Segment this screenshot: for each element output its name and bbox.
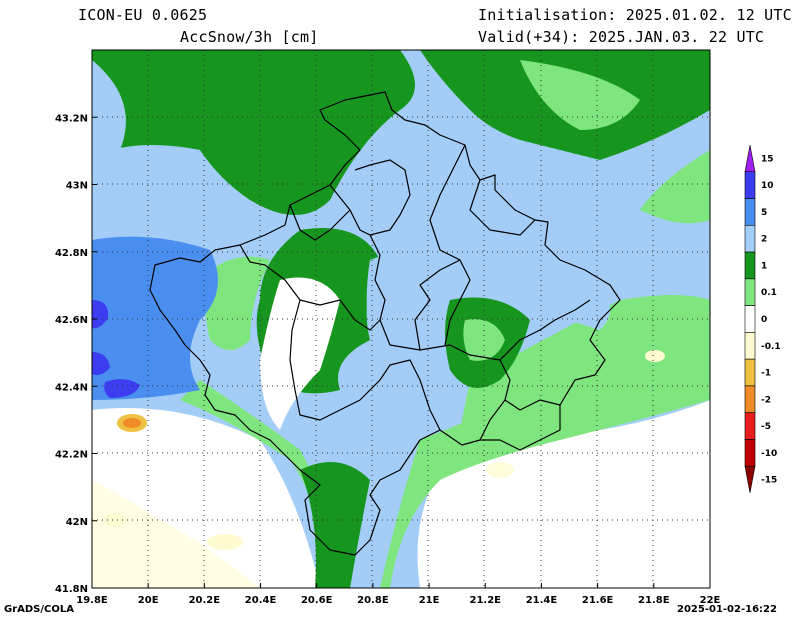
field-green-south [300, 462, 370, 588]
field-green-nw [92, 50, 415, 215]
lon-tick-label: 21E [419, 595, 440, 606]
valid-time: Valid(+34): 2025.JAN.03. 22 UTC [478, 28, 765, 46]
colorbar-swatch [744, 225, 756, 253]
colorbar-swatch [744, 278, 756, 306]
field-neg-small-d [486, 462, 514, 478]
border-internal-h [479, 399, 506, 441]
lon-tick-label: 19.8E [76, 595, 108, 606]
model-title: ICON-EU 0.0625 [78, 6, 208, 24]
lat-tick-label: 42.6N [55, 315, 88, 326]
border-internal-d [299, 299, 381, 331]
field-neg-2-spot [123, 418, 141, 428]
lat-tick-label: 42.2N [55, 450, 88, 461]
lat-tick-label: 42.8N [55, 248, 88, 259]
colorbar-swatch [744, 144, 756, 173]
lat-tick-label: 42.4N [55, 382, 88, 393]
field-zero-se [417, 400, 710, 588]
lon-tick-label: 21.4E [526, 595, 558, 606]
border-internal-a [239, 244, 341, 421]
colorbar-label: -2 [761, 395, 771, 405]
footer-right: 2025-01-02-16:22 [677, 604, 777, 615]
colorbar-label: -0.1 [761, 342, 781, 352]
border-internal-j [469, 179, 536, 236]
colorbar-legend: 15 10 5 2 1 0.1 0 -0.1 -1 -2 -5 -10 -15 [744, 144, 781, 494]
field-blue-10-a [92, 300, 109, 329]
lon-tick-label: 20.4E [245, 595, 277, 606]
field-blue-5-west [92, 236, 218, 400]
variable-title: AccSnow/3h [cm] [180, 28, 319, 46]
lon-tick-label: 21.6E [582, 595, 614, 606]
lon-tick-label: 21.2E [470, 595, 502, 606]
country-borders [149, 91, 621, 556]
lon-tick-label: 20.2E [189, 595, 221, 606]
colorbar-swatch [744, 465, 756, 494]
map-grid [92, 50, 710, 588]
border-internal-b [329, 159, 411, 236]
field-neg-small-b [207, 534, 243, 550]
colorbar-swatch [744, 251, 756, 280]
field-zero-central [260, 277, 340, 430]
border-internal-e [339, 359, 441, 431]
colorbar-swatch [744, 439, 756, 467]
lat-tick-label: 42N [66, 517, 88, 528]
colorbar-label: -5 [761, 422, 771, 432]
colorbar-label: -10 [761, 449, 777, 459]
colorbar-swatch [744, 332, 756, 360]
colorbar-swatch [744, 358, 756, 387]
field-neg-small-a [103, 513, 127, 527]
lat-tick-label: 41.8N [55, 584, 88, 595]
field-blue-10-b [92, 352, 110, 376]
lat-tick-label: 43.2N [55, 113, 88, 124]
colorbar-label: 2 [761, 235, 767, 245]
field-neg-small-c [645, 350, 665, 362]
colorbar-swatch [744, 385, 756, 413]
colorbar-label: 5 [761, 208, 767, 218]
lon-tick-label: 22E [700, 595, 721, 606]
colorbar-swatch [744, 305, 756, 333]
border-internal-i [414, 259, 461, 351]
colorbar-label: 0 [761, 315, 767, 325]
colorbar-label: -1 [761, 369, 771, 379]
border-outline [149, 91, 621, 556]
colorbar-label: 0.1 [761, 288, 777, 298]
colorbar-label: -15 [761, 476, 777, 486]
border-internal-c [369, 234, 591, 361]
field-neg-sw [92, 480, 260, 588]
colorbar-swatch [744, 171, 756, 199]
colorbar-label: 10 [761, 181, 774, 191]
colorbar-label: 15 [761, 154, 774, 164]
field-light-green-w [205, 256, 270, 350]
snow-field [92, 50, 710, 588]
footer-left: GrADS/COLA [4, 604, 74, 615]
border-internal-k [289, 204, 351, 241]
field-blue-10-c [104, 379, 140, 398]
lat-tick-label: 43N [66, 181, 88, 192]
field-blue-nw-inset [92, 60, 126, 150]
colorbar-swatch [744, 412, 756, 440]
border-internal-g [499, 359, 561, 411]
field-light-green-ne [520, 60, 640, 130]
lon-tick-label: 20.6E [301, 595, 333, 606]
lon-axis: 19.8E 20E 20.2E 20.4E 20.6E 20.8E 21E 21.2E 21.4… [76, 583, 721, 606]
field-light-green-east [460, 295, 710, 432]
lon-tick-label: 20.8E [357, 595, 389, 606]
lon-tick-label: 20E [138, 595, 159, 606]
border-internal-f [429, 144, 471, 346]
lon-tick-label: 21.8E [638, 595, 670, 606]
colorbar-swatch [744, 198, 756, 226]
field-light-green-e [640, 150, 710, 224]
init-time: Initialisation: 2025.01.02. 12 UTC [478, 6, 792, 24]
lat-axis: 43.2N 43N 42.8N 42.6N 42.4N 42.2N 42N 41.8N [55, 113, 97, 595]
colorbar-label: 1 [761, 261, 767, 271]
